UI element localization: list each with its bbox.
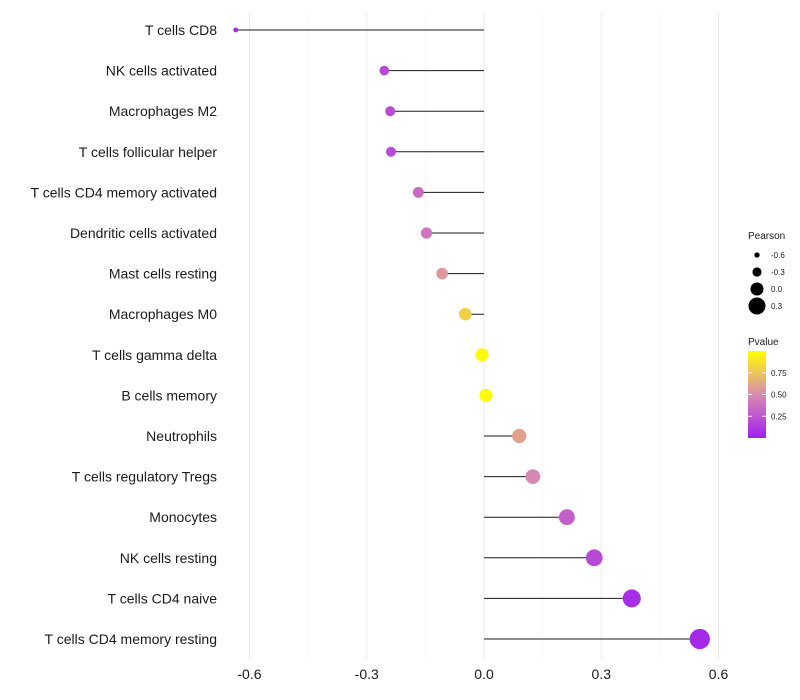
category-label: T cells CD8 — [145, 22, 217, 38]
color-legend-label: 0.50 — [771, 391, 787, 400]
category-labels: T cells CD8 NK cells activated Macrophages… — [31, 22, 218, 647]
x-tick-label: 0.0 — [474, 666, 494, 682]
category-label: T cells CD4 memory activated — [31, 184, 217, 200]
size-legend-label: 0.0 — [771, 285, 783, 294]
lollipop-point — [233, 27, 239, 33]
lollipop-point — [385, 106, 396, 117]
category-label: T cells CD4 memory resting — [45, 631, 217, 647]
category-label: T cells regulatory Tregs — [72, 469, 217, 485]
lollipop-point — [479, 388, 493, 402]
lollipop-point — [689, 628, 710, 650]
size-legend-key — [754, 252, 760, 258]
lollipop-point — [525, 469, 541, 484]
category-label: NK cells resting — [120, 550, 217, 566]
category-label: T cells gamma delta — [92, 347, 217, 363]
lollipop-point — [558, 509, 575, 526]
category-label: Monocytes — [149, 509, 217, 525]
lollipop-point — [458, 307, 472, 321]
lollipop-point — [512, 428, 527, 444]
lollipop-point — [379, 65, 390, 76]
lollipop-point — [412, 186, 424, 198]
pvalue-colorbar — [748, 351, 766, 438]
size-legend-label: -0.6 — [771, 251, 785, 260]
category-label: T cells CD4 naive — [108, 590, 218, 606]
size-legend-title: Pearson — [748, 231, 785, 242]
lollipop-point — [420, 227, 433, 239]
lollipop-point — [475, 348, 489, 362]
size-legend-key — [752, 267, 762, 277]
category-label: Neutrophils — [146, 428, 217, 444]
color-legend-title: Pvalue — [748, 337, 779, 348]
points-layer — [233, 27, 710, 650]
category-label: Macrophages M0 — [109, 306, 217, 322]
legend: Pearson -0.6-0.30.00.3 Pvalue 0.250.500.… — [748, 231, 787, 438]
category-label: Dendritic cells activated — [70, 225, 217, 241]
x-tick-label: -0.6 — [237, 666, 261, 682]
category-label: Mast cells resting — [109, 266, 217, 282]
category-label: NK cells activated — [106, 63, 217, 79]
category-label: Macrophages M2 — [109, 103, 217, 119]
size-legend-label: 0.3 — [771, 302, 783, 311]
x-tick-label: -0.3 — [355, 666, 379, 682]
color-legend-label: 0.75 — [771, 369, 787, 378]
color-legend-ticks: 0.25 0.50 0.75 — [748, 369, 787, 421]
x-axis-tick-labels: -0.6 -0.3 0.0 0.3 0.6 — [237, 666, 728, 682]
lollipop-point — [622, 589, 641, 608]
grid-layer — [248, 12, 720, 660]
x-tick-label: 0.3 — [592, 666, 612, 682]
lollipop-point — [436, 267, 449, 280]
stems-layer — [235, 29, 700, 640]
size-legend: -0.6 -0.3 0.0 0.3 — [748, 251, 785, 315]
category-label: T cells follicular helper — [79, 144, 218, 160]
x-tick-label: 0.6 — [709, 666, 729, 682]
category-label: B cells memory — [121, 387, 217, 403]
size-legend-label: -0.3 — [771, 268, 785, 277]
size-legend-key — [750, 282, 764, 296]
lollipop-point — [585, 549, 603, 567]
size-legend-key — [748, 297, 766, 315]
color-legend-label: 0.25 — [771, 412, 787, 421]
lollipop-point — [385, 146, 396, 157]
